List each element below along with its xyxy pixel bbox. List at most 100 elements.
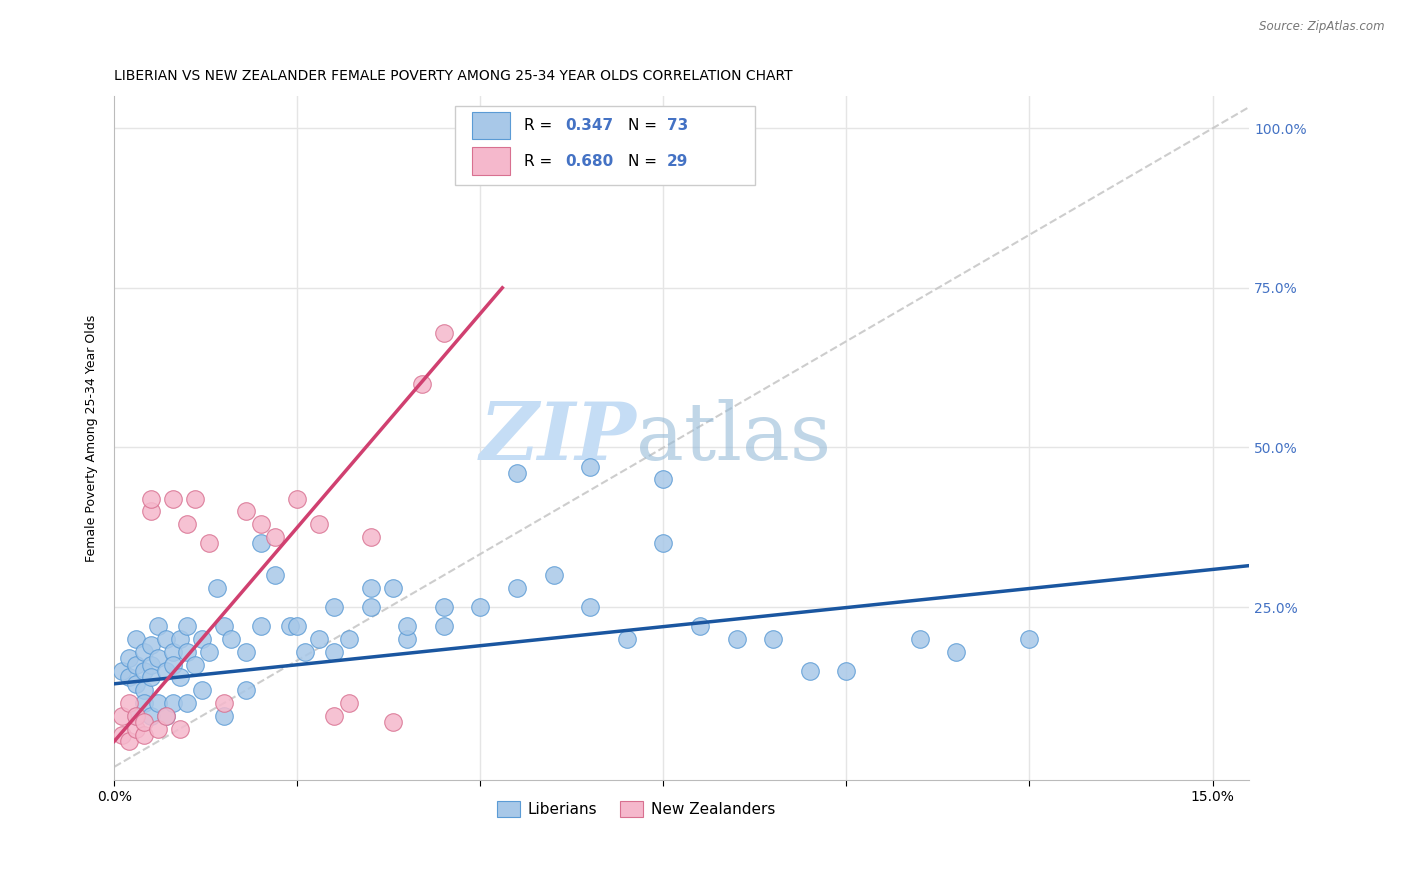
Point [433, 619, 456, 633]
FancyBboxPatch shape [472, 112, 510, 139]
Point [162, 696, 184, 710]
Point [360, 530, 382, 544]
Point [118, 734, 141, 748]
Point [155, 708, 177, 723]
Point [139, 491, 162, 506]
Point [799, 664, 821, 678]
Point [169, 632, 191, 646]
Point [198, 536, 221, 550]
Point [184, 657, 207, 672]
Point [162, 645, 184, 659]
Point [132, 696, 155, 710]
Point [235, 504, 257, 518]
Point [139, 670, 162, 684]
Point [470, 600, 492, 615]
Point [908, 632, 931, 646]
Point [110, 664, 132, 678]
FancyBboxPatch shape [472, 147, 510, 175]
Point [110, 708, 132, 723]
Text: Source: ZipAtlas.com: Source: ZipAtlas.com [1260, 20, 1385, 33]
Point [132, 664, 155, 678]
Point [132, 715, 155, 730]
Point [212, 708, 235, 723]
Point [945, 645, 967, 659]
Point [132, 645, 155, 659]
Point [125, 722, 148, 736]
Point [139, 708, 162, 723]
Point [725, 632, 748, 646]
Point [308, 632, 330, 646]
Point [125, 677, 148, 691]
Point [323, 645, 346, 659]
Point [191, 683, 214, 698]
Point [294, 645, 316, 659]
Point [132, 683, 155, 698]
Point [616, 632, 638, 646]
Point [249, 517, 271, 532]
Point [155, 632, 177, 646]
Point [139, 504, 162, 518]
Point [308, 517, 330, 532]
Point [433, 326, 456, 340]
Point [139, 639, 162, 653]
Point [396, 619, 419, 633]
Point [148, 722, 170, 736]
Point [125, 632, 148, 646]
Point [139, 657, 162, 672]
Text: R =: R = [524, 118, 553, 133]
Point [125, 708, 148, 723]
Point [249, 536, 271, 550]
Point [162, 491, 184, 506]
Point [118, 696, 141, 710]
Text: 0.680: 0.680 [565, 153, 613, 169]
Point [176, 619, 198, 633]
Point [169, 670, 191, 684]
Text: ZIP: ZIP [479, 399, 637, 476]
Point [205, 581, 228, 595]
Point [148, 696, 170, 710]
Point [212, 696, 235, 710]
Text: N =: N = [628, 153, 658, 169]
Y-axis label: Female Poverty Among 25-34 Year Olds: Female Poverty Among 25-34 Year Olds [86, 314, 98, 562]
Text: 0.347: 0.347 [565, 118, 613, 133]
Point [1018, 632, 1040, 646]
Point [323, 600, 346, 615]
Point [176, 696, 198, 710]
Point [337, 632, 360, 646]
Point [198, 645, 221, 659]
Point [264, 568, 287, 582]
Point [212, 619, 235, 633]
Point [148, 651, 170, 665]
Text: atlas: atlas [637, 399, 831, 477]
Point [235, 645, 257, 659]
FancyBboxPatch shape [454, 106, 755, 185]
Point [278, 619, 301, 633]
Point [118, 651, 141, 665]
Text: 73: 73 [666, 118, 688, 133]
Point [235, 683, 257, 698]
Point [506, 466, 529, 480]
Point [285, 491, 308, 506]
Point [762, 632, 785, 646]
Point [360, 600, 382, 615]
Point [381, 715, 404, 730]
Point [169, 722, 191, 736]
Point [652, 536, 675, 550]
Point [360, 581, 382, 595]
Point [148, 619, 170, 633]
Point [689, 619, 711, 633]
Point [125, 657, 148, 672]
Point [543, 568, 565, 582]
Point [110, 728, 132, 742]
Text: 29: 29 [666, 153, 689, 169]
Point [264, 530, 287, 544]
Legend: Liberians, New Zealanders: Liberians, New Zealanders [491, 795, 782, 823]
Text: N =: N = [628, 118, 658, 133]
Point [155, 708, 177, 723]
Point [285, 619, 308, 633]
Point [323, 708, 346, 723]
Text: LIBERIAN VS NEW ZEALANDER FEMALE POVERTY AMONG 25-34 YEAR OLDS CORRELATION CHART: LIBERIAN VS NEW ZEALANDER FEMALE POVERTY… [114, 69, 793, 83]
Point [176, 517, 198, 532]
Point [221, 632, 243, 646]
Text: R =: R = [524, 153, 553, 169]
